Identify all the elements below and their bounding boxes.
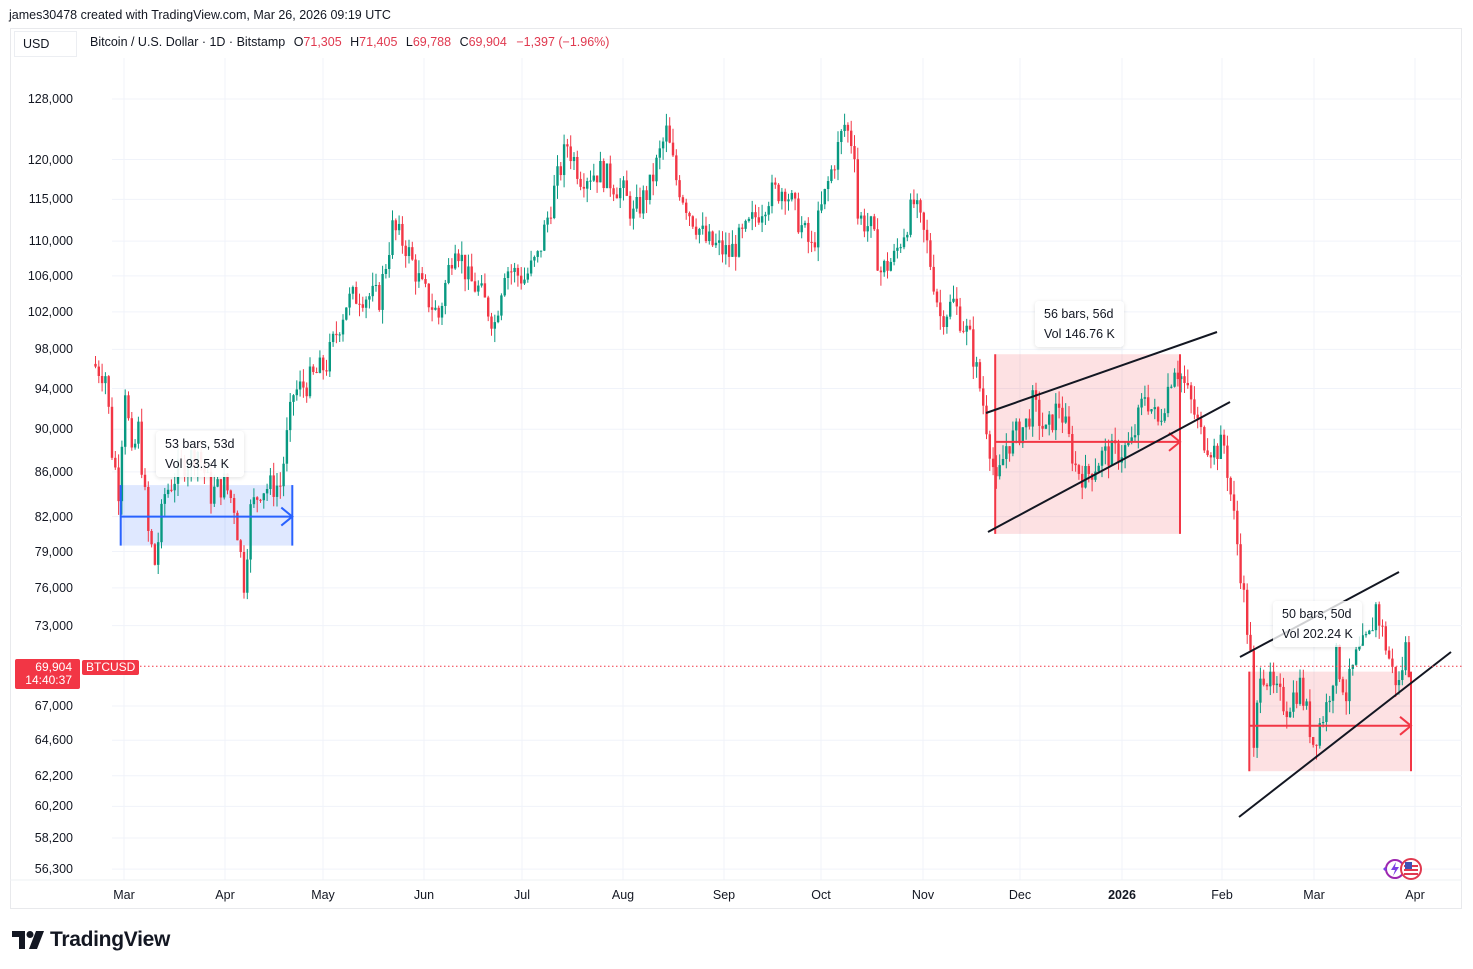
price-tick-label: 56,300 [34,862,73,877]
time-tick-label: Dec [1008,888,1032,902]
price-tick-label: 86,000 [34,464,73,479]
time-tick-label: Apr [1405,888,1425,902]
symbol-price-tag: BTCUSD [82,660,140,675]
change-value: −1,397 (−1.96%) [516,35,610,49]
price-tick-label: 67,000 [34,699,73,713]
symbol-legend: Bitcoin / U.S. Dollar · 1D · Bitstamp O7… [90,35,609,49]
range-tooltip-2: 56 bars, 56d Vol 146.76 K [1035,301,1124,347]
price-tick-label: 94,000 [34,381,73,396]
price-tick-label: 76,000 [34,580,73,595]
range-tooltip-1: 53 bars, 53d Vol 93.54 K [156,431,244,477]
price-tick-label: 106,000 [27,268,73,283]
low-label: L [405,35,413,49]
price-tick-label: 115,000 [28,192,73,207]
price-tick-label: 90,000 [34,422,73,437]
range-volume: Vol 93.54 K [165,457,229,471]
time-tick-label: Mar [113,888,135,902]
events-badge-icon[interactable] [1380,856,1425,882]
price-tick-label: 128,000 [27,92,73,106]
tradingview-logo[interactable]: TradingView [12,928,170,952]
symbol-description[interactable]: Bitcoin / U.S. Dollar · 1D · Bitstamp [90,35,286,49]
tradingview-logo-icon [12,931,44,949]
bar-countdown: 14:40:37 [25,673,72,687]
price-tick-label: 64,600 [34,733,73,748]
time-tick-label: Feb [1211,888,1233,902]
price-tick-label: 120,000 [27,152,73,167]
price-tick-label: 79,000 [34,544,73,559]
range-bars: 56 bars, 56d [1044,307,1114,321]
price-tick-label: 82,000 [34,509,73,524]
chart-credit: james30478 created with TradingView.com,… [9,8,391,22]
chart-frame [10,28,1462,909]
price-tick-label: 110,000 [28,234,73,249]
time-tick-label: Nov [911,888,935,902]
time-tick-label: Oct [811,888,831,902]
time-tick-label: Apr [215,888,235,902]
currency-selector[interactable]: USD [14,31,77,57]
time-tick-label: Mar [1303,888,1325,902]
range-tooltip-3: 50 bars, 50d Vol 202.24 K [1273,601,1362,647]
close-value: 69,904 [468,35,507,49]
range-bars: 53 bars, 53d [165,437,235,451]
low-value: 69,788 [412,35,452,49]
price-tick-label: 62,200 [34,768,73,783]
price-tick-label: 60,200 [34,799,73,814]
time-tick-label: Sep [712,888,736,902]
price-tick-label: 58,200 [34,831,73,846]
last-price: 69,904 [35,660,72,674]
open-label: O [293,35,304,49]
close-label: C [459,35,469,49]
time-tick-label: Aug [611,888,635,902]
open-value: 71,305 [303,35,342,49]
high-value: 71,405 [359,35,398,49]
time-tick-label: May [311,888,335,902]
high-label: H [350,35,360,49]
range-bars: 50 bars, 50d [1282,607,1352,621]
time-tick-label: 2026 [1108,888,1136,902]
range-volume: Vol 146.76 K [1044,327,1115,341]
price-tick-label: 102,000 [27,304,73,319]
last-price-label: 69,904 14:40:37 [15,659,80,689]
price-tick-label: 73,000 [34,618,73,633]
brand-name: TradingView [50,928,171,951]
range-volume: Vol 202.24 K [1282,627,1353,641]
price-tick-label: 98,000 [34,342,73,357]
time-tick-label: Jun [413,888,435,902]
time-tick-label: Jul [514,888,530,902]
